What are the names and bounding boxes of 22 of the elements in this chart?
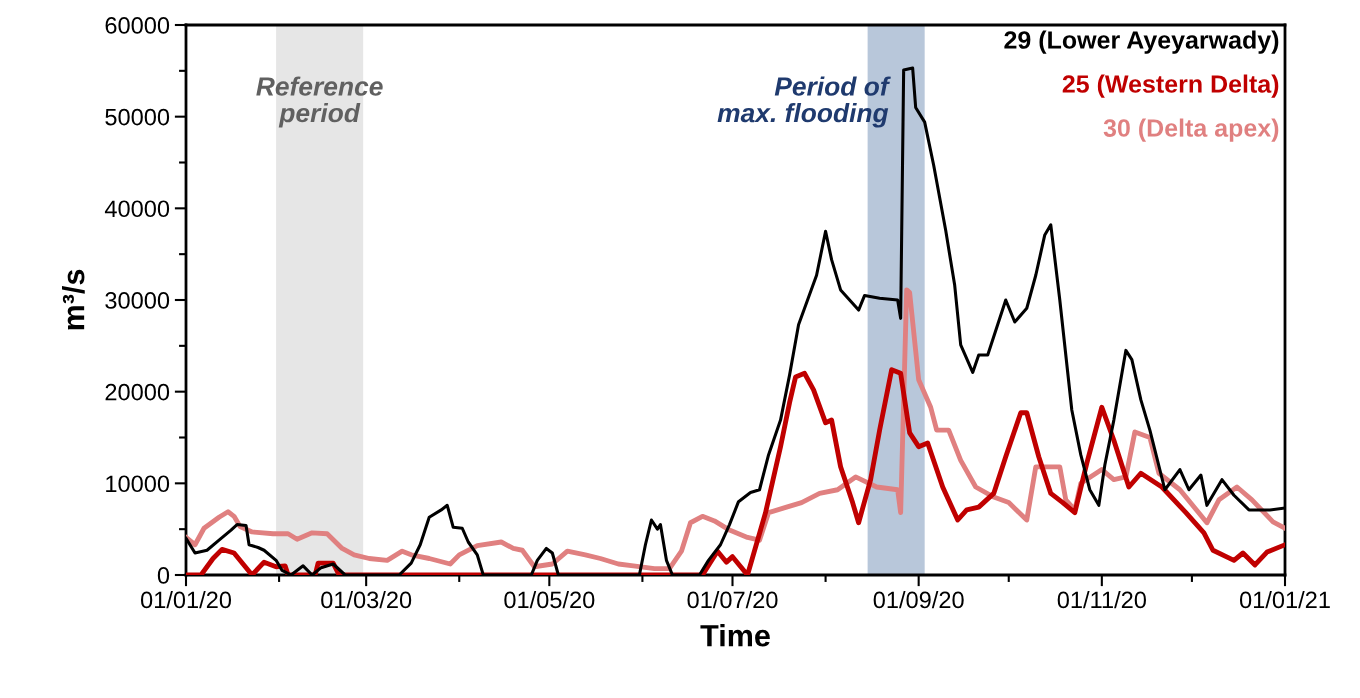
x-tick-label: 01/01/21 bbox=[1239, 590, 1330, 609]
y-axis-title: m³/s bbox=[62, 269, 85, 330]
band-label: Reference period bbox=[256, 76, 383, 128]
text: 29 (Lower Ayeyarwady) bbox=[1004, 30, 1279, 54]
y-tick-label: 60000 bbox=[105, 17, 170, 34]
x-tick-label: 01/07/20 bbox=[687, 590, 778, 609]
text: 25 (Western Delta) bbox=[1062, 74, 1279, 98]
x-tick-label: 01/01/20 bbox=[140, 590, 232, 609]
text: 30 (Delta apex) bbox=[1103, 118, 1279, 142]
x-tick-label: 01/05/20 bbox=[504, 590, 595, 609]
y-tick-label: 0 bbox=[157, 567, 170, 584]
y-tick-label: 30000 bbox=[105, 292, 170, 309]
x-tick-label: 01/11/20 bbox=[1057, 590, 1146, 609]
x-axis-title: Time bbox=[700, 624, 770, 647]
y-tick-label: 40000 bbox=[104, 200, 170, 218]
x-tick-label: 01/03/20 bbox=[321, 590, 412, 609]
y-tick-label: 10000 bbox=[106, 475, 170, 493]
x-tick-label: 01/09/20 bbox=[873, 590, 964, 609]
y-tick-label: 20000 bbox=[105, 383, 170, 401]
y-tick-label: 50000 bbox=[105, 108, 170, 126]
line-series bbox=[186, 287, 1285, 572]
band-label: Period of max. flooding bbox=[717, 76, 891, 128]
